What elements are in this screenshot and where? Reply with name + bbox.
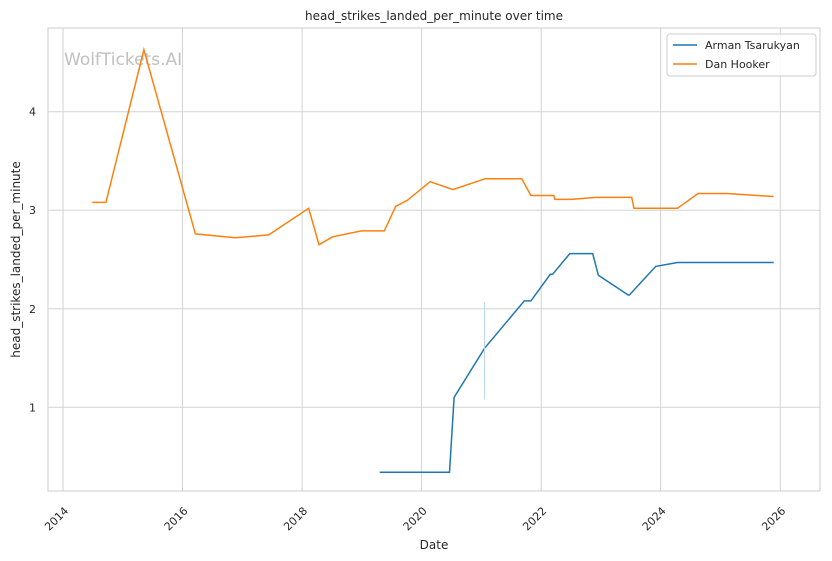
x-axis-label: Date: [420, 538, 449, 552]
y-tick-label: 4: [29, 106, 36, 119]
plot-area: [47, 27, 821, 492]
x-tick-label: 2014: [42, 504, 71, 533]
series-line-0: [379, 252, 774, 474]
y-tick-label: 2: [29, 303, 36, 316]
x-grid: [62, 28, 781, 491]
legend-box: [666, 33, 817, 77]
y-tick-labels: 1 2 3 4: [29, 106, 36, 415]
y-axis-label: head_strikes_landed_per_minute: [9, 161, 23, 358]
y-tick-label: 1: [29, 401, 36, 414]
x-tick-label: 2018: [281, 504, 310, 533]
legend-label-1: Dan Hooker: [705, 58, 770, 71]
x-tick-label: 2020: [401, 504, 430, 533]
x-tick-label: 2026: [759, 504, 788, 533]
chart-title: head_strikes_landed_per_minute over time: [305, 9, 563, 23]
x-tick-label: 2016: [162, 504, 191, 533]
series-layer: [92, 46, 774, 474]
legend-label-0: Arman Tsarukyan: [705, 39, 800, 52]
x-tick-labels: 2014 2016 2018 2020 2022 2024 2026: [42, 504, 788, 533]
legend: Arman Tsarukyan Dan Hooker: [666, 33, 817, 77]
series-line-1: [92, 46, 774, 246]
y-grid: [48, 111, 820, 408]
x-tick-label: 2022: [520, 504, 549, 533]
watermark: WolfTickets.AI: [64, 50, 182, 70]
x-tick-label: 2024: [640, 504, 669, 533]
y-tick-label: 3: [29, 204, 36, 217]
